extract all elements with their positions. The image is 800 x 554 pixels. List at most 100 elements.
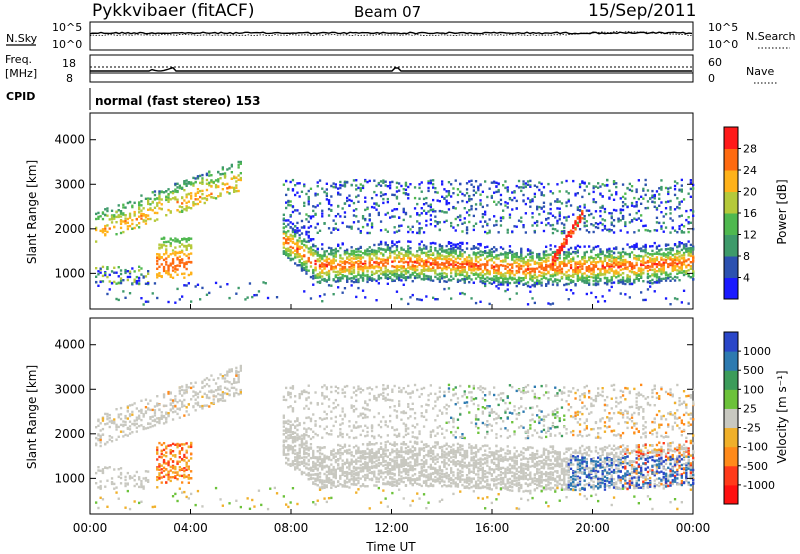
heatmap-cell: [479, 253, 482, 257]
heatmap-cell: [282, 222, 285, 225]
heatmap-cell: [119, 417, 123, 421]
freq-left-label-1: Freq.: [5, 53, 32, 66]
heatmap-cell: [386, 230, 389, 233]
heatmap-cell: [531, 297, 534, 300]
heatmap-cell: [185, 262, 188, 266]
heatmap-cell: [305, 244, 308, 248]
heatmap-cell: [303, 201, 306, 205]
heatmap-cell: [427, 260, 430, 264]
power-colorbar-label: Power [dB]: [775, 179, 789, 244]
heatmap-cell: [569, 258, 573, 261]
heatmap-cell: [361, 269, 365, 272]
heatmap-cell: [472, 228, 475, 232]
heatmap-cell: [323, 272, 326, 275]
heatmap-cell: [601, 273, 604, 276]
heatmap-cell: [427, 204, 430, 208]
heatmap-cell: [459, 241, 462, 245]
heatmap-cell: [190, 452, 193, 455]
heatmap-cell: [337, 228, 340, 231]
heatmap-cell: [171, 454, 175, 457]
heatmap-cell: [361, 225, 365, 229]
heatmap-cell: [493, 256, 496, 259]
heatmap-cell: [542, 205, 546, 208]
heatmap-cell: [185, 244, 188, 248]
heatmap-cell: [122, 435, 125, 438]
heatmap-cell: [578, 245, 582, 249]
heatmap-cell: [101, 211, 105, 214]
heatmap-cell: [610, 265, 613, 268]
heatmap-cell: [181, 402, 184, 406]
heatmap-cell: [368, 278, 371, 281]
heatmap-cell: [115, 221, 118, 224]
heatmap-cell: [366, 276, 369, 279]
heatmap-cell: [122, 279, 125, 282]
heatmap-cell: [133, 210, 136, 214]
heatmap-cell: [655, 270, 659, 273]
heatmap-cell: [474, 263, 478, 266]
heatmap-cell: [142, 487, 145, 490]
heatmap-cell: [174, 395, 177, 398]
heatmap-cell: [384, 272, 387, 276]
heatmap-cell: [524, 268, 527, 271]
heatmap-cell: [379, 184, 383, 187]
heatmap-cell: [540, 264, 543, 267]
heatmap-cell: [402, 266, 405, 270]
heatmap-cell: [621, 282, 625, 285]
heatmap-cell: [178, 416, 181, 419]
heatmap-cell: [522, 258, 525, 261]
heatmap-cell: [425, 259, 428, 262]
heatmap-cell: [511, 230, 514, 233]
heatmap-cell: [341, 266, 344, 269]
heatmap-cell: [569, 246, 573, 250]
heatmap-cell: [441, 195, 444, 198]
heatmap-cell: [461, 273, 464, 276]
heatmap-cell: [520, 267, 523, 270]
heatmap-cell: [454, 243, 457, 246]
heatmap-cell: [144, 282, 148, 285]
heatmap-cell: [384, 184, 387, 187]
heatmap-cell: [169, 402, 172, 405]
heatmap-cell: [133, 226, 136, 230]
heatmap-cell: [167, 475, 170, 478]
heatmap-cell: [384, 250, 387, 253]
heatmap-cell: [452, 265, 455, 268]
heatmap-cell: [472, 193, 475, 197]
heatmap-cell: [364, 264, 367, 267]
heatmap-cell: [404, 253, 408, 257]
heatmap-cell: [680, 184, 683, 187]
heatmap-cell: [346, 251, 349, 255]
heatmap-cell: [101, 470, 105, 473]
heatmap-cell: [117, 468, 120, 471]
heatmap-cell: [531, 251, 534, 254]
heatmap-cell: [384, 269, 387, 272]
heatmap-cell: [321, 243, 324, 246]
heatmap-cell: [549, 263, 552, 266]
heatmap-cell: [594, 257, 598, 260]
heatmap-cell: [287, 255, 290, 258]
heatmap-cell: [529, 200, 532, 204]
heatmap-cell: [160, 256, 163, 259]
heatmap-cell: [407, 302, 410, 306]
heatmap-cell: [323, 277, 326, 281]
heatmap-cell: [314, 212, 317, 216]
heatmap-cell: [551, 264, 555, 268]
heatmap-cell: [176, 442, 179, 446]
heatmap-cell: [653, 260, 656, 263]
heatmap-cell: [337, 270, 340, 273]
heatmap-cell: [488, 277, 491, 280]
heatmap-cell: [434, 275, 437, 279]
heatmap-cell: [588, 209, 591, 212]
heatmap-cell: [495, 257, 498, 260]
heatmap-cell: [425, 211, 428, 215]
heatmap-cell: [445, 260, 448, 263]
heatmap-cell: [635, 263, 638, 267]
heatmap-cell: [352, 201, 356, 205]
heatmap-cell: [407, 276, 410, 279]
heatmap-cell: [689, 254, 692, 258]
heatmap-cell: [617, 251, 620, 254]
heatmap-cell: [612, 256, 616, 259]
heatmap-cell: [486, 222, 489, 226]
heatmap-cell: [160, 471, 163, 474]
heatmap-cell: [323, 253, 326, 257]
heatmap-cell: [617, 281, 620, 285]
